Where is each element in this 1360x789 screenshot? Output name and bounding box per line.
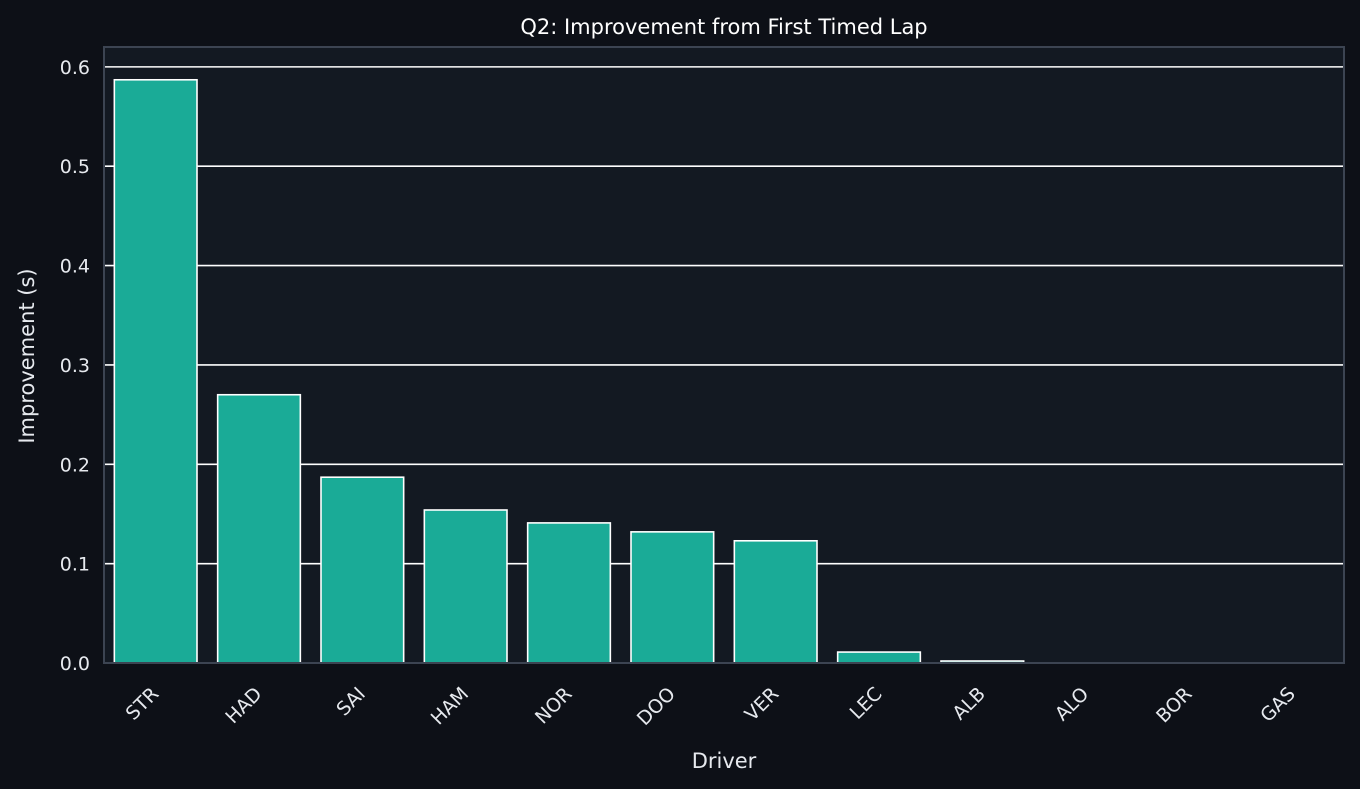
y-tick-label: 0.5 [60, 156, 90, 178]
y-tick-label: 0.3 [60, 355, 90, 377]
y-tick-labels: 0.0 0.1 0.2 0.3 0.4 0.5 0.6 [60, 57, 90, 675]
bar-ver [733, 539, 818, 664]
x-tick-label: NOR [531, 683, 577, 729]
x-tick-label: BOR [1152, 683, 1196, 727]
x-tick-label: LEC [846, 683, 887, 724]
x-tick-label: HAD [221, 683, 266, 728]
y-axis-label: Improvement (s) [15, 268, 39, 443]
bars [113, 78, 1335, 664]
y-tick-label: 0.0 [60, 653, 90, 675]
bar-sai [320, 476, 405, 664]
bar-str [113, 78, 198, 664]
x-tick-label: GAS [1256, 683, 1300, 727]
bar-nor [526, 522, 612, 664]
bar-ham [423, 509, 508, 664]
x-tick-label: SAI [332, 683, 369, 720]
y-tick-label: 0.2 [60, 454, 90, 476]
bar-doo [630, 531, 715, 664]
bar-lec [836, 651, 922, 664]
y-tick-label: 0.1 [60, 554, 90, 576]
plot-frame [103, 46, 1345, 664]
x-tick-label: DOO [633, 683, 680, 730]
x-axis-label: Driver [692, 749, 757, 773]
x-tick-label: ALO [1051, 683, 1093, 725]
x-tick-label: VER [741, 683, 784, 726]
x-tick-label: HAM [427, 683, 473, 729]
x-tick-label: ALB [948, 683, 989, 724]
y-tick-label: 0.6 [60, 57, 90, 79]
chart-title: Q2: Improvement from First Timed Lap [520, 15, 927, 39]
x-tick-label: STR [122, 683, 164, 725]
x-tick-labels: STR HAD SAI HAM NOR DOO VER LEC ALB ALO BOR GAS [122, 683, 1300, 730]
plot-area [104, 47, 1344, 663]
bar-had [216, 393, 302, 664]
gridlines [104, 66, 1344, 565]
y-tick-label: 0.4 [60, 256, 90, 278]
